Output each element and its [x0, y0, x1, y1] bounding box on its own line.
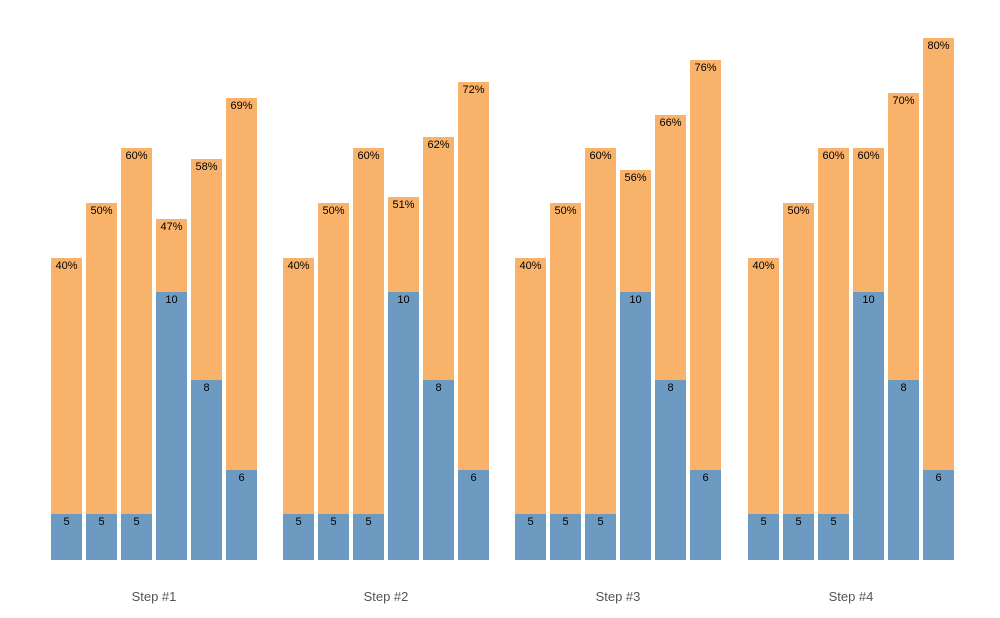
bar-segment-remainder — [156, 219, 187, 292]
bar-segment-remainder — [51, 258, 82, 514]
bar-segment-remainder — [923, 38, 954, 470]
bar-segment-base — [515, 514, 546, 560]
bar-segment-base — [458, 470, 489, 560]
bar-segment-remainder — [388, 197, 419, 292]
bar-segment-base — [620, 292, 651, 560]
bar-segment-remainder — [690, 60, 721, 470]
group-label: Step #2 — [363, 589, 409, 604]
bar-segment-base — [748, 514, 779, 560]
bar-segment-remainder — [655, 115, 686, 380]
bar-segment-base — [318, 514, 349, 560]
group-label: Step #1 — [131, 589, 177, 604]
bar-segment-base — [283, 514, 314, 560]
group-label: Step #4 — [828, 589, 874, 604]
bar-segment-base — [690, 470, 721, 560]
bar-segment-base — [156, 292, 187, 560]
bar-segment-base — [191, 380, 222, 560]
bar-segment-remainder — [585, 148, 616, 514]
bar-segment-base — [783, 514, 814, 560]
bar-segment-remainder — [458, 82, 489, 470]
bar-segment-remainder — [818, 148, 849, 514]
bar-segment-remainder — [226, 98, 257, 470]
bar-segment-remainder — [620, 170, 651, 292]
bar-segment-base — [86, 514, 117, 560]
bar-segment-remainder — [748, 258, 779, 514]
bar-segment-base — [121, 514, 152, 560]
bar-segment-remainder — [86, 203, 117, 514]
bar-segment-base — [853, 292, 884, 560]
bar-segment-remainder — [423, 137, 454, 380]
bar-segment-remainder — [550, 203, 581, 514]
bar-segment-base — [226, 470, 257, 560]
bar-segment-remainder — [888, 93, 919, 380]
bar-segment-remainder — [318, 203, 349, 514]
bar-segment-base — [818, 514, 849, 560]
group-label: Step #3 — [595, 589, 641, 604]
bar-segment-base — [923, 470, 954, 560]
bar-segment-remainder — [515, 258, 546, 514]
bar-segment-base — [585, 514, 616, 560]
bar-segment-base — [550, 514, 581, 560]
bar-segment-remainder — [353, 148, 384, 514]
bar-segment-remainder — [191, 159, 222, 380]
bar-segment-base — [388, 292, 419, 560]
bar-segment-base — [423, 380, 454, 560]
bar-segment-remainder — [853, 148, 884, 292]
bar-segment-remainder — [121, 148, 152, 514]
bar-segment-remainder — [783, 203, 814, 514]
bar-segment-remainder — [283, 258, 314, 514]
bar-segment-base — [655, 380, 686, 560]
bar-segment-base — [888, 380, 919, 560]
bar-segment-base — [353, 514, 384, 560]
bar-segment-base — [51, 514, 82, 560]
